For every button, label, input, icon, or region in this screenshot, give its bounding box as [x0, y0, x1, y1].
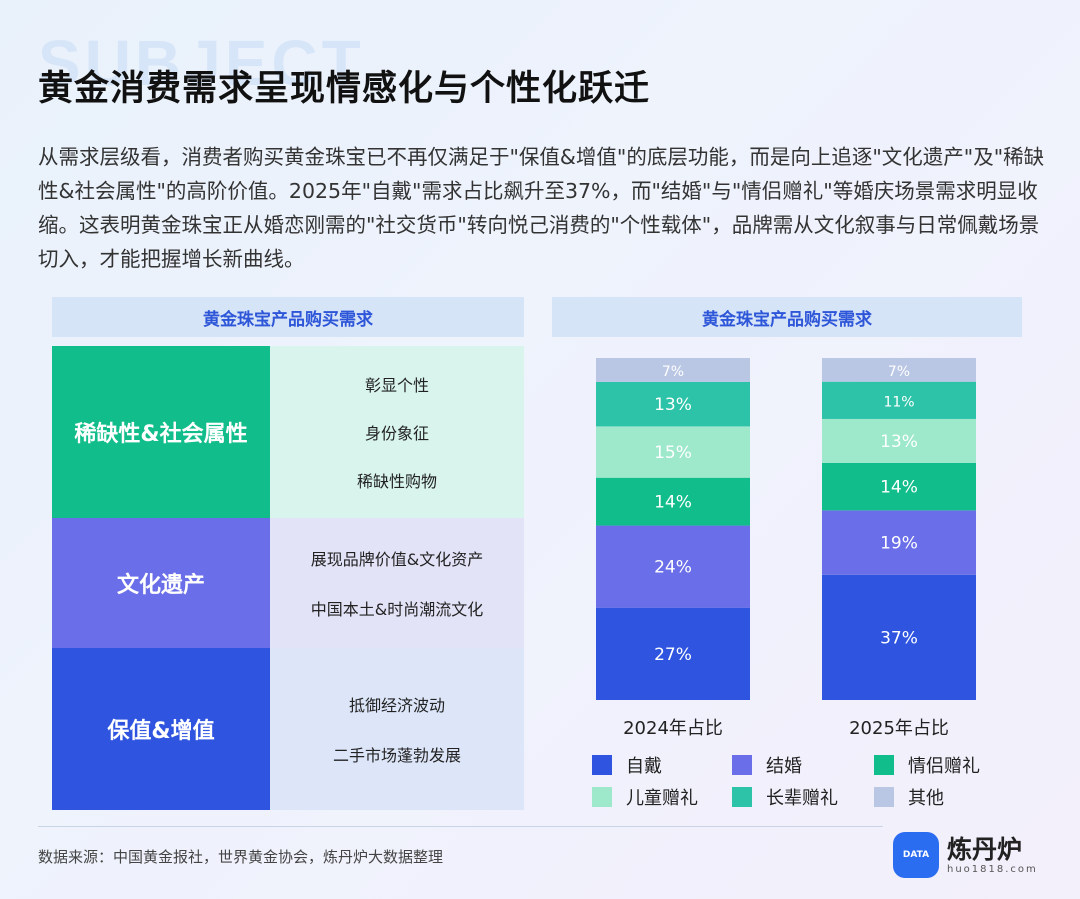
- data-label: 7%: [662, 364, 684, 380]
- legend-label: 儿童赠礼: [626, 788, 698, 809]
- bar-segment: [596, 358, 750, 382]
- data-label: 37%: [880, 628, 918, 648]
- data-label: 24%: [654, 558, 692, 578]
- level-item: 稀缺性购物: [356, 472, 437, 491]
- page-title: 黄金消费需求呈现情感化与个性化跃迁: [38, 69, 651, 109]
- logo-url: huo1818.com: [947, 863, 1038, 875]
- bar-segment: [822, 418, 976, 463]
- logo-brand: 炼丹炉: [947, 834, 1023, 864]
- bar-segment: [822, 358, 976, 382]
- level-label: 文化遗产: [52, 518, 270, 648]
- data-label: 13%: [654, 395, 692, 415]
- legend-swatch: [592, 787, 612, 807]
- legend-item: 儿童赠礼: [592, 784, 698, 810]
- legend-label: 情侣赠礼: [908, 756, 980, 777]
- level-value: 保值&增值 抵御经济波动 二手市场蓬勃发展: [52, 648, 524, 810]
- level-items: 彰显个性 身份象征 稀缺性购物: [270, 346, 524, 518]
- legend-item: 自戴: [592, 752, 662, 778]
- brand-logo[interactable]: DATA 炼丹炉 huo1818.com: [893, 832, 1038, 878]
- data-label: 14%: [880, 478, 918, 498]
- level-label: 稀缺性&社会属性: [52, 346, 270, 518]
- level-item: 身份象征: [364, 424, 429, 443]
- bar-segment: [822, 574, 976, 700]
- description-paragraph: 从需求层级看，消费者购买黄金珠宝已不再仅满足于"保值&增值"的底层功能，而是向上…: [38, 145, 1045, 271]
- bar-segment: [596, 381, 750, 427]
- level-items: 展现品牌价值&文化资产 中国本土&时尚潮流文化: [270, 518, 524, 648]
- level-item: 抵御经济波动: [348, 696, 445, 715]
- bar-segment: [822, 462, 976, 511]
- legend-item: 长辈赠礼: [732, 784, 838, 810]
- watermark-text: SUBJECT: [38, 27, 365, 99]
- legend-swatch: [732, 755, 752, 775]
- logo-icon: DATA: [893, 832, 939, 878]
- stacked-bar-chart: 27% 24% 14% 15% 13% 7% 2024年占比 37% 19% 14% 13% 11% 7…: [596, 358, 976, 739]
- legend-label: 自戴: [626, 756, 662, 777]
- data-label: 7%: [888, 364, 910, 380]
- x-tick-label: 2025年占比: [849, 718, 949, 739]
- legend-item: 结婚: [732, 752, 802, 778]
- level-item: 展现品牌价值&文化资产: [310, 550, 484, 569]
- data-label: 14%: [654, 493, 692, 513]
- left-panel-header: 黄金珠宝产品购买需求: [52, 297, 524, 337]
- level-label: 保值&增值: [52, 648, 270, 810]
- data-label: 11%: [883, 394, 914, 410]
- legend-label: 其他: [908, 788, 944, 809]
- bar-segment: [596, 607, 750, 700]
- footer-divider: [38, 826, 883, 827]
- data-source: 数据来源：中国黄金报社，世界黄金协会，炼丹炉大数据整理: [38, 848, 444, 866]
- level-item: 彰显个性: [364, 376, 429, 395]
- bar-segment: [596, 525, 750, 608]
- data-label: 19%: [880, 534, 918, 554]
- legend-swatch: [874, 787, 894, 807]
- legend-label: 结婚: [766, 756, 802, 777]
- legend-swatch: [874, 755, 894, 775]
- legend-swatch: [732, 787, 752, 807]
- level-scarcity: 稀缺性&社会属性 彰显个性 身份象征 稀缺性购物: [52, 346, 524, 518]
- legend-item: 情侣赠礼: [874, 752, 980, 778]
- bar-segment: [596, 426, 750, 478]
- data-label: 13%: [880, 432, 918, 452]
- chart-header: 黄金珠宝产品购买需求: [552, 297, 1022, 337]
- legend-item: 其他: [874, 784, 944, 810]
- legend-label: 长辈赠礼: [766, 788, 838, 809]
- x-tick-label: 2024年占比: [623, 718, 723, 739]
- legend-swatch: [592, 755, 612, 775]
- level-item: 中国本土&时尚潮流文化: [310, 600, 484, 619]
- data-label: 15%: [654, 443, 692, 463]
- bar-segment: [596, 477, 750, 526]
- logo-text: 炼丹炉 huo1818.com: [947, 834, 1038, 875]
- bar-segment: [822, 510, 976, 575]
- level-items: 抵御经济波动 二手市场蓬勃发展: [270, 648, 524, 810]
- level-item: 二手市场蓬勃发展: [332, 746, 461, 765]
- data-label: 27%: [654, 645, 692, 665]
- bar-segment: [822, 381, 976, 419]
- level-culture: 文化遗产 展现品牌价值&文化资产 中国本土&时尚潮流文化: [52, 518, 524, 648]
